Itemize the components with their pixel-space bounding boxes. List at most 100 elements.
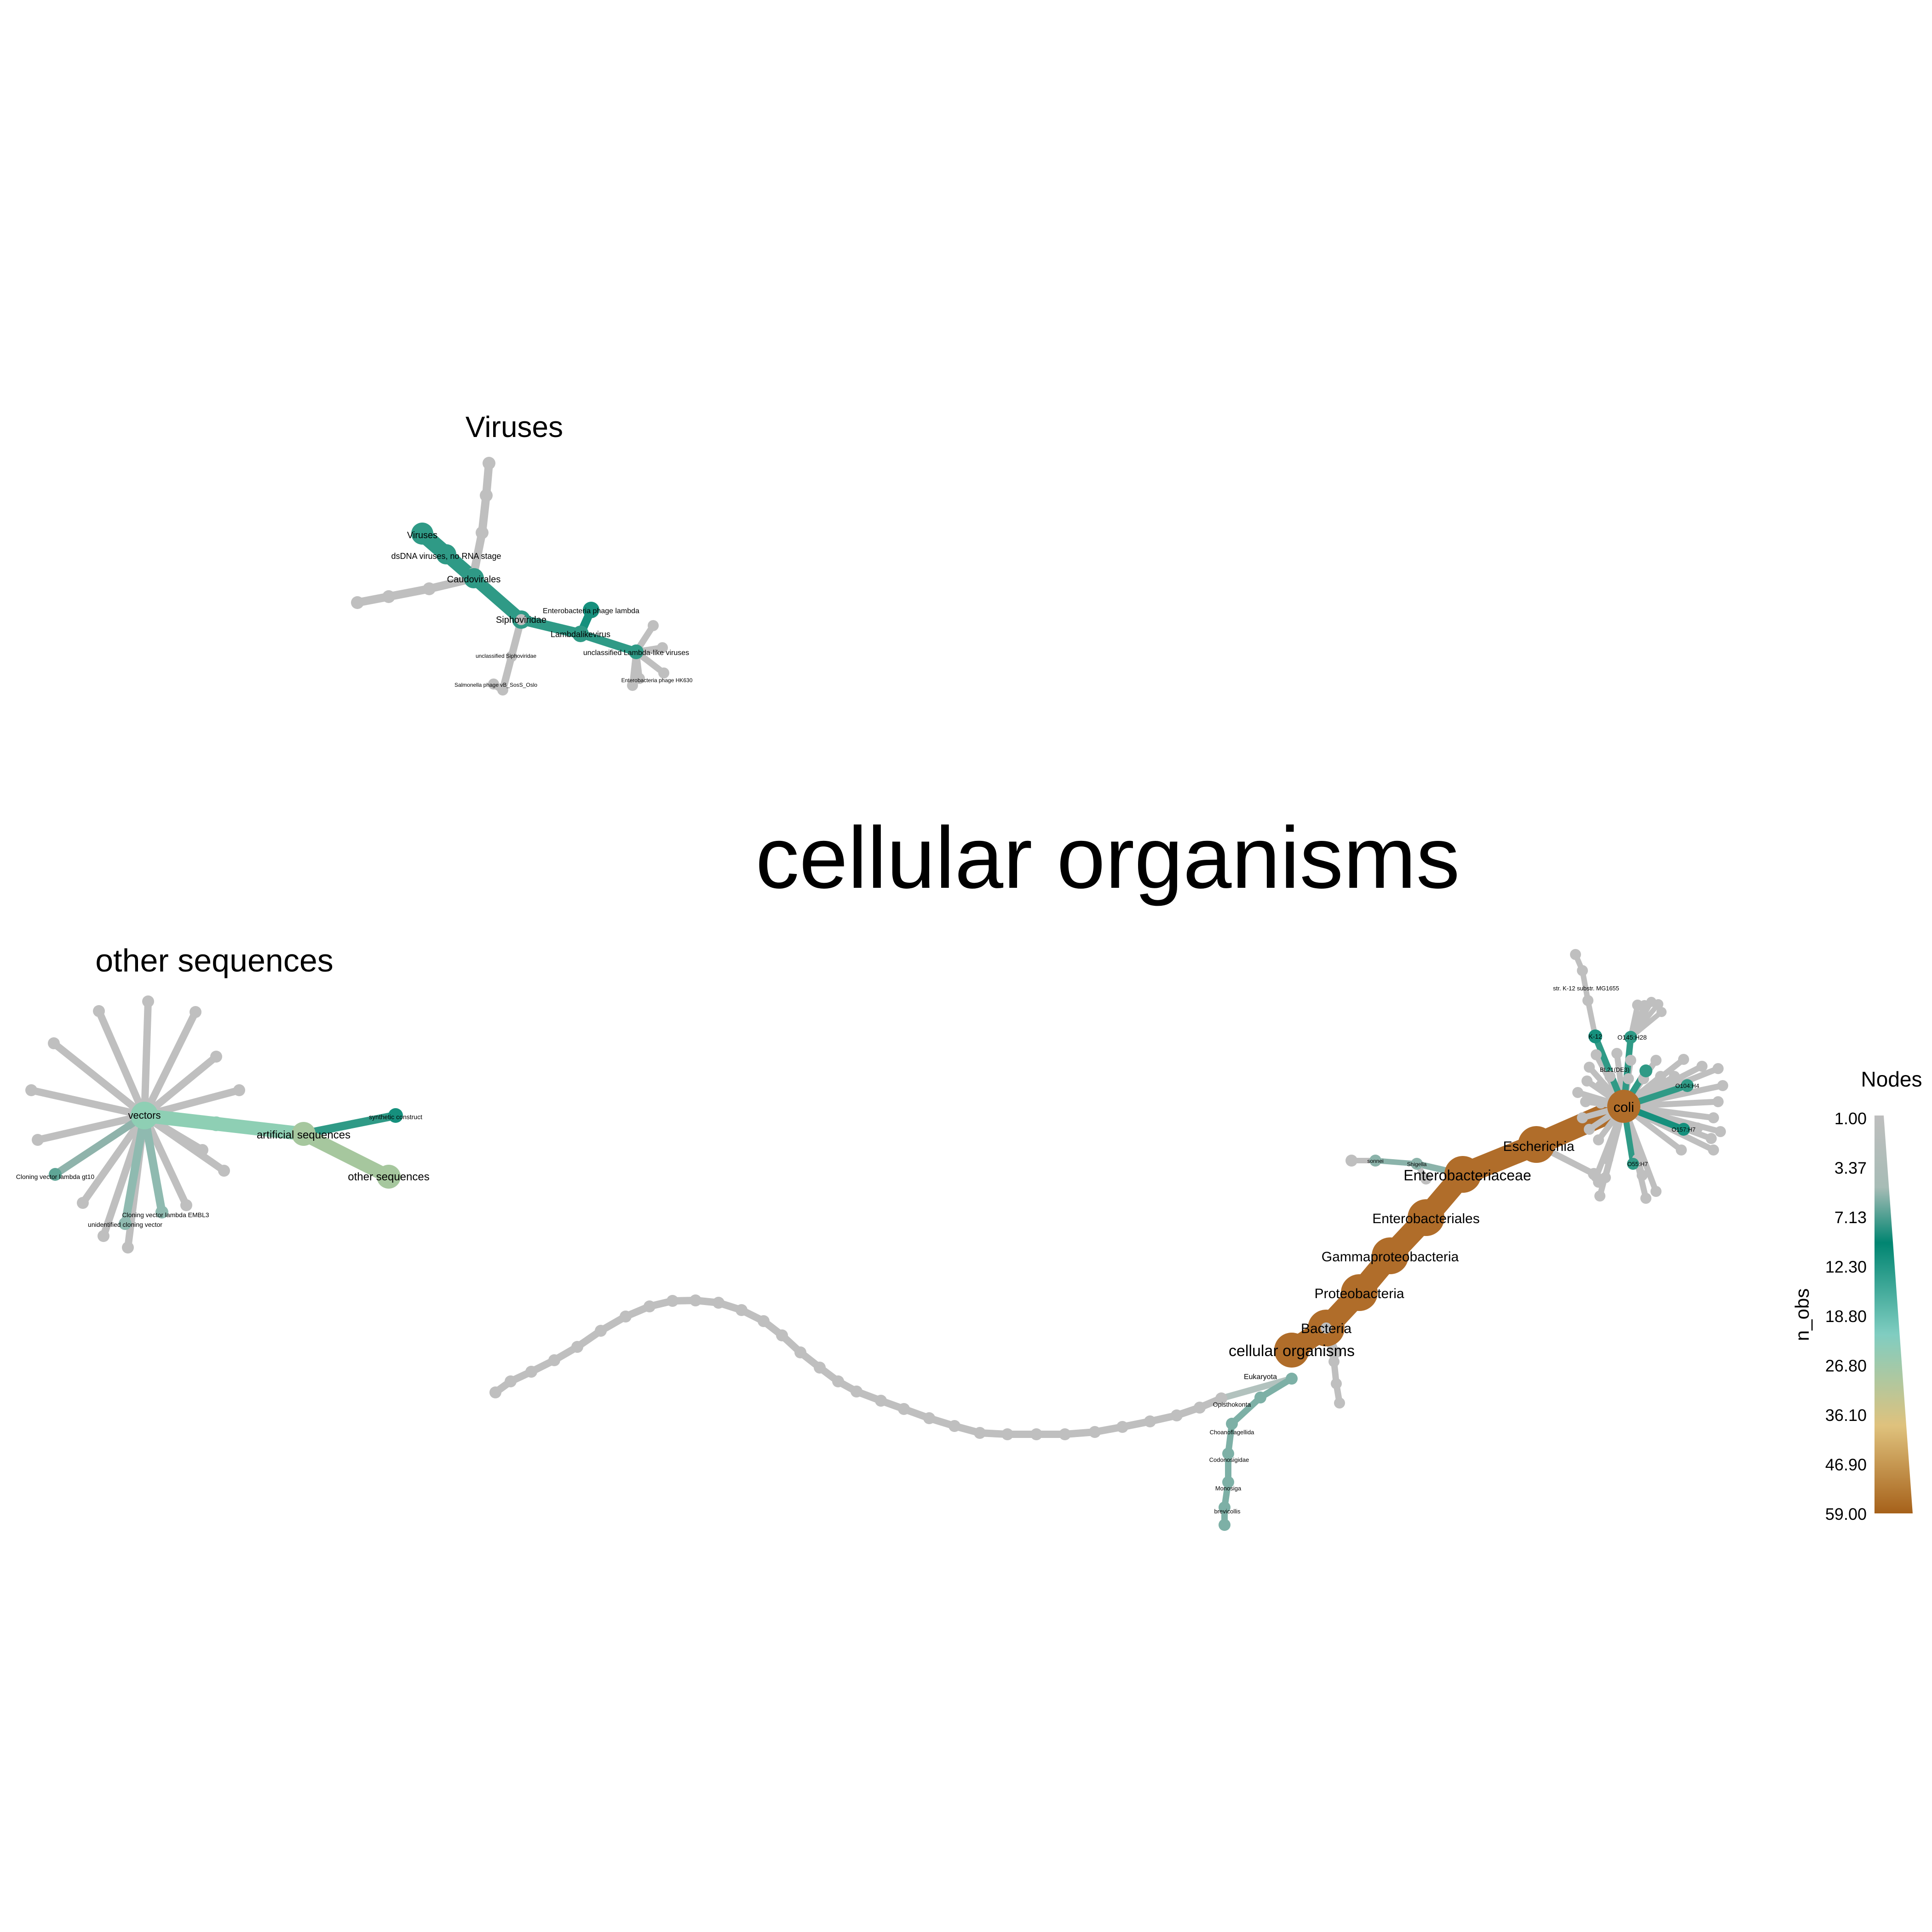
label-o145: O145:H28 xyxy=(1617,1034,1647,1041)
label-other-sequences-node: other sequences xyxy=(348,1171,429,1183)
edge-21 xyxy=(141,998,152,1119)
node-59 xyxy=(776,1329,788,1341)
legend-tick-0: 1.00 xyxy=(1834,1109,1867,1128)
node-112 xyxy=(1591,1171,1602,1182)
node-114 xyxy=(1637,1170,1648,1181)
node-102 xyxy=(1420,1173,1432,1184)
node-13 xyxy=(583,602,599,618)
node-71 xyxy=(1059,1428,1071,1440)
legend-tick-4: 18.80 xyxy=(1825,1307,1867,1326)
node-140 xyxy=(1655,1071,1666,1082)
node-136 xyxy=(1595,1080,1606,1091)
node-100 xyxy=(1369,1155,1381,1167)
legend-axis-label: n_obs xyxy=(1791,1288,1813,1341)
node-115 xyxy=(1640,1193,1651,1204)
node-74 xyxy=(1144,1415,1156,1427)
node-2 xyxy=(476,526,489,539)
node-76 xyxy=(1194,1402,1206,1414)
node-65 xyxy=(898,1403,910,1415)
node-52 xyxy=(620,1311,632,1322)
label-unclassified-sipho: unclassified Siphoviridae xyxy=(476,653,536,659)
edge-90 xyxy=(1373,1158,1420,1167)
node-9 xyxy=(436,544,456,564)
label-caudovirales: Caudovirales xyxy=(447,575,501,585)
node-69 xyxy=(1001,1428,1013,1440)
node-67 xyxy=(949,1420,960,1432)
edge-9 xyxy=(516,615,586,639)
node-44 xyxy=(131,1102,158,1129)
label-shigella: Shigella xyxy=(1407,1161,1427,1167)
node-90 xyxy=(1444,1156,1481,1193)
label-brevicollis: brevicollis xyxy=(1214,1508,1241,1515)
legend-tick-6: 36.10 xyxy=(1825,1406,1867,1425)
node-19 xyxy=(648,620,659,631)
node-60 xyxy=(794,1346,806,1358)
edge-31 xyxy=(141,1112,190,1209)
node-6 xyxy=(423,582,436,595)
legend-tick-3: 12.30 xyxy=(1825,1258,1867,1276)
node-73 xyxy=(1116,1421,1128,1433)
label-lambdalikevirus: Lambdalikevirus xyxy=(551,630,610,639)
label-opisthokonta: Opisthokonta xyxy=(1213,1401,1251,1408)
node-25 xyxy=(142,995,154,1007)
node-153 xyxy=(1639,1064,1652,1077)
node-26 xyxy=(190,1006,201,1018)
node-79 xyxy=(1254,1392,1266,1403)
node-18 xyxy=(488,678,499,690)
node-132 xyxy=(1591,1049,1602,1060)
node-96 xyxy=(1334,1397,1345,1409)
label-vectors: vectors xyxy=(128,1110,161,1121)
node-121 xyxy=(1715,1126,1726,1137)
edge-72 xyxy=(1257,1375,1295,1401)
node-40 xyxy=(119,1217,132,1230)
node-43 xyxy=(377,1165,401,1189)
node-14 xyxy=(629,644,644,659)
node-15 xyxy=(516,614,527,625)
node-122 xyxy=(1708,1112,1719,1123)
node-117 xyxy=(1676,1144,1687,1156)
node-126 xyxy=(1696,1061,1708,1072)
node-20 xyxy=(657,642,668,653)
node-146 xyxy=(1570,949,1581,960)
node-66 xyxy=(923,1412,935,1424)
node-24 xyxy=(93,1005,105,1017)
label-coli: coli xyxy=(1613,1100,1634,1115)
title-other-sequences: other sequences xyxy=(95,943,334,978)
node-105 xyxy=(1580,1096,1591,1107)
node-135 xyxy=(1572,1087,1583,1098)
label-k12-substr: str. K-12 substr. MG1655 xyxy=(1553,985,1619,992)
node-34 xyxy=(122,1242,134,1254)
node-85 xyxy=(1274,1333,1309,1368)
node-84 xyxy=(1219,1519,1230,1531)
color-legend: Nodes 1.00 3.37 7.13 12.30 18.80 26.80 36.10 46… xyxy=(1791,1067,1922,1524)
node-124 xyxy=(1717,1080,1728,1091)
node-10 xyxy=(464,568,484,588)
node-4 xyxy=(351,596,364,609)
node-54 xyxy=(667,1295,678,1307)
node-37 xyxy=(196,1144,208,1156)
node-57 xyxy=(736,1304,748,1316)
node-28 xyxy=(233,1084,245,1096)
node-41 xyxy=(209,1116,224,1131)
edge-35 xyxy=(140,1111,166,1216)
edge-layer xyxy=(28,459,1726,1528)
label-sonnei: sonnei xyxy=(1367,1158,1383,1164)
node-1 xyxy=(480,489,493,502)
label-artificial-sequences: artificial sequences xyxy=(257,1129,351,1141)
edge-37 xyxy=(138,1109,310,1141)
edge-22 xyxy=(141,1008,199,1119)
label-enterobacteriaceae: Enterobacteriaceae xyxy=(1403,1167,1531,1184)
legend-tick-8: 59.00 xyxy=(1825,1505,1867,1524)
node-36 xyxy=(218,1165,230,1177)
node-138 xyxy=(1623,1073,1634,1084)
node-154 xyxy=(1681,1079,1694,1092)
node-133 xyxy=(1584,1062,1595,1073)
label-siphoviridae: Siphoviridae xyxy=(496,615,546,625)
node-16 xyxy=(506,651,517,662)
node-80 xyxy=(1226,1418,1238,1430)
node-47 xyxy=(505,1375,517,1387)
node-42 xyxy=(388,1108,403,1123)
legend-tick-1: 3.37 xyxy=(1834,1159,1867,1178)
node-50 xyxy=(571,1341,583,1353)
